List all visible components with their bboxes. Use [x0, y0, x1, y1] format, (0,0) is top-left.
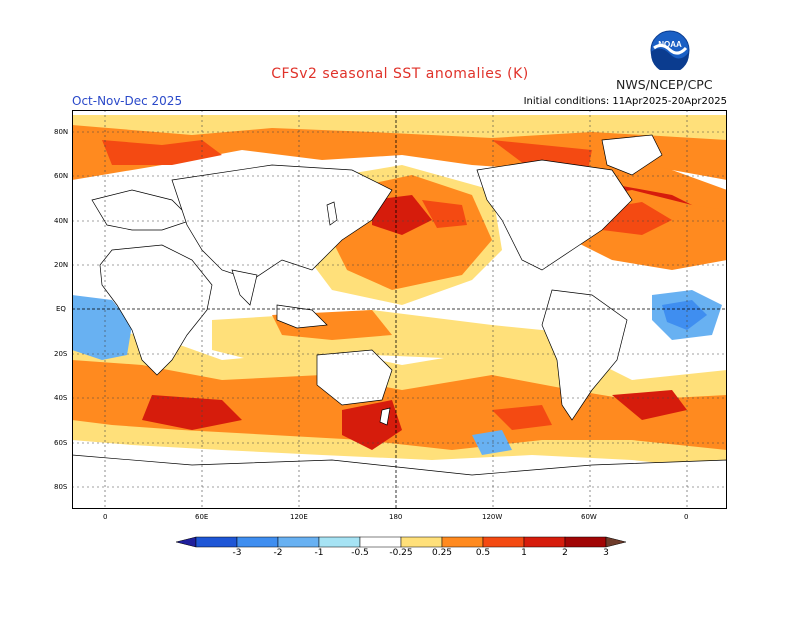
colorbar-labels: -3 -2 -1 -0.5 -0.25 0.25 0.5 1 2 3: [0, 548, 800, 562]
landmasses: [72, 134, 727, 509]
lat-60n: 60N: [54, 172, 69, 180]
lat-60s: 60S: [54, 439, 68, 447]
colorbar-swatch: [400, 536, 443, 548]
lon-120w: 120W: [482, 513, 503, 521]
colorbar-tick-label: 2: [562, 548, 568, 558]
longitude-label-row: 0 60E 120E 180 120W 60W 0: [72, 513, 727, 525]
lon-120e: 120E: [290, 513, 308, 521]
latitude-label-column: 80N 60N 40N 20N EQ 20S 40S 60S 80S: [52, 110, 72, 509]
colorbar-swatch: [359, 536, 402, 548]
colorbar-tick-label: 0.5: [475, 548, 491, 558]
colorbar-swatch: [318, 536, 361, 548]
lon-180: 180: [389, 513, 403, 521]
sst-anomaly-map: 80N 60N 40N 20N EQ 20S 40S 60S 80S: [72, 110, 727, 509]
colorbar-tick-label: -0.25: [389, 548, 413, 558]
lon-60w: 60W: [581, 513, 597, 521]
colorbar-swatch: [482, 536, 525, 548]
agency-label: NWS/NCEP/CPC: [616, 77, 713, 92]
chart-title: CFSv2 seasonal SST anomalies (K): [271, 66, 529, 82]
season-label: Oct-Nov-Dec 2025: [72, 94, 183, 108]
lat-40n: 40N: [54, 217, 69, 225]
lat-40s: 40S: [54, 394, 68, 402]
colorbar-swatch-max: [605, 536, 626, 548]
lat-20s: 20S: [54, 350, 68, 358]
initial-conditions-label: Initial conditions: 11Apr2025-20Apr2025: [523, 96, 727, 107]
colorbar-swatch: [195, 536, 238, 548]
lat-20n: 20N: [54, 261, 69, 269]
lon-0-right: 0: [684, 513, 689, 521]
noaa-logo: NOAA: [650, 30, 690, 73]
gridlines: [72, 110, 727, 509]
lat-eq: EQ: [56, 305, 66, 313]
colorbar-swatch: [277, 536, 320, 548]
colorbar-swatch: [236, 536, 279, 548]
colorbar-swatch-min: [176, 536, 197, 548]
lat-80n: 80N: [54, 128, 69, 136]
lon-0-left: 0: [103, 513, 108, 521]
colorbar-tick-label: -0.5: [351, 548, 369, 558]
colorbar-swatch: [523, 536, 566, 548]
colorbar-tick-label: 3: [603, 548, 609, 558]
colorbar: [176, 536, 626, 548]
colorbar-swatch: [441, 536, 484, 548]
colorbar-tick-label: -1: [314, 548, 324, 558]
colorbar-tick-label: -3: [232, 548, 242, 558]
colorbar-tick-label: -2: [273, 548, 283, 558]
lat-80s: 80S: [54, 483, 68, 491]
colorbar-tick-label: 0.25: [431, 548, 453, 558]
colorbar-swatch: [564, 536, 607, 548]
lon-60e: 60E: [195, 513, 209, 521]
noaa-logo-text: NOAA: [658, 40, 682, 49]
equator-dateline: [72, 110, 727, 509]
colorbar-tick-label: 1: [521, 548, 527, 558]
